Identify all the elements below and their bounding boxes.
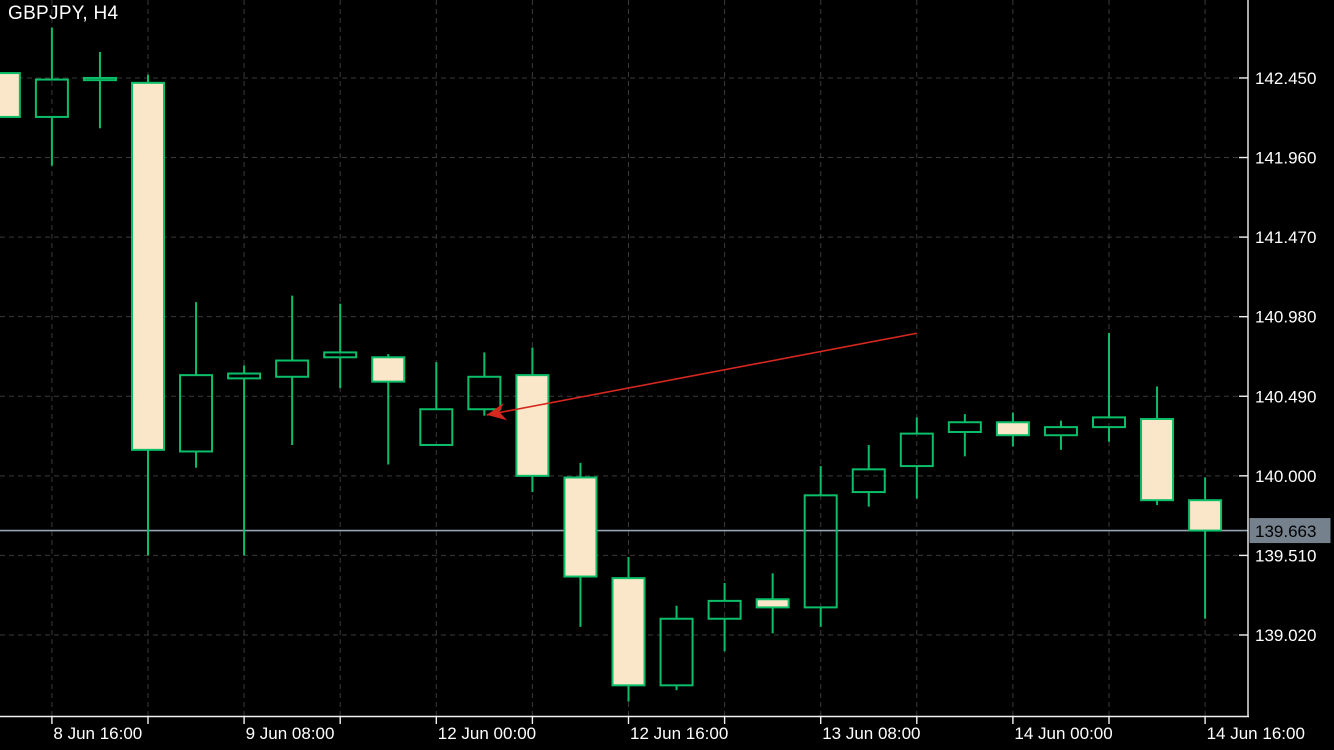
candle [995,412,1030,447]
price-axis-label: 139.510 [1255,546,1316,565]
candle [899,417,934,499]
time-axis-label: 12 Jun 00:00 [438,724,536,743]
price-axis-label: 140.490 [1255,387,1316,406]
candle [323,303,358,389]
candle [659,605,694,691]
candle [275,295,310,445]
candle [1043,420,1078,450]
trendline-arrow-icon [486,403,508,421]
candle [179,302,214,468]
candle-body [611,577,646,687]
time-axis-label: 8 Jun 16:00 [53,724,142,743]
trendline[interactable] [486,332,917,416]
candle [227,365,262,556]
price-axis-label: 140.980 [1255,308,1316,327]
price-axis-label: 139.020 [1255,626,1316,645]
current-price-tag-label: 139.663 [1255,522,1316,541]
candle [34,27,69,166]
time-axis-label: 13 Jun 08:00 [822,724,920,743]
candle [1188,477,1223,619]
time-axis-label: 14 Jun 00:00 [1014,724,1112,743]
price-axis-label: 141.470 [1255,228,1316,247]
candle-body [34,78,69,118]
candle [131,74,165,556]
candle-body [899,432,934,468]
candle-body [467,375,502,411]
candle-body [803,494,838,609]
candle-body [851,468,886,494]
candle-body [82,76,117,82]
candle [1140,386,1175,506]
candle-body [131,81,165,451]
candle-body [947,421,982,433]
candle [419,362,454,446]
candle-body [707,599,742,620]
price-axis-label: 141.960 [1255,149,1316,168]
candle-body [0,72,21,118]
candle [515,347,550,493]
candle-body [371,356,406,383]
candle [947,414,982,457]
candle [563,462,598,627]
candle [467,352,502,416]
trendline-object[interactable] [486,332,917,421]
candle-body [1140,417,1175,502]
candle-body [1043,426,1078,437]
price-axis-label: 142.450 [1255,69,1316,88]
candle [803,466,838,627]
candle-body [1188,499,1223,532]
candle [1092,332,1126,442]
candle-body [275,359,310,378]
candle-body [995,421,1030,437]
time-axis-label: 14 Jun 16:00 [1207,724,1305,743]
time-axis-label: 9 Jun 08:00 [246,724,335,743]
candle [371,354,406,465]
symbol-title: GBPJPY, H4 [8,3,119,24]
current-price-tag [1249,518,1331,544]
candle-body [1092,416,1126,429]
candle [707,583,742,652]
candles-layer [0,27,1223,702]
candle [851,444,886,507]
candle [0,72,21,118]
price-axis-label: 140.000 [1255,467,1316,486]
candle-body [227,372,262,380]
time-axis-label: 12 Jun 16:00 [630,724,728,743]
candle [755,573,790,634]
candle-body [659,617,694,687]
candle [82,51,117,129]
candle-body [323,351,358,359]
candle-body [755,598,790,609]
candle-body [563,476,598,578]
candle-body [515,374,550,477]
candle [611,557,646,702]
candle-body [179,374,214,453]
candle-body [419,408,454,446]
